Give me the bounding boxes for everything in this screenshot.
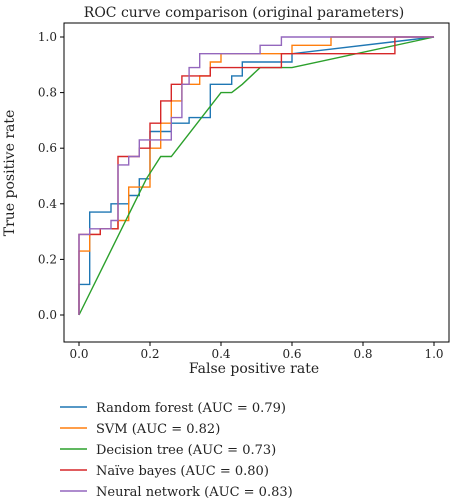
y-tick-label: 0.2 [38,252,57,266]
roc-curve-2 [78,36,435,316]
legend-entry: Decision tree (AUC = 0.73) [96,443,276,458]
curves-group [78,36,435,316]
x-tick-label: 0.8 [353,347,372,361]
chart-title: ROC curve comparison (original parameter… [84,5,404,21]
y-tick-label: 0.6 [38,141,57,155]
y-axis-label: True positive rate [2,110,18,237]
x-tick-label: 0.0 [69,347,88,361]
x-tick-label: 0.6 [282,347,301,361]
ticks-group: 0.0 0.2 0.4 0.6 0.8 1.0 0.0 0.2 0.4 0.6 0.8 1.0 [38,30,444,361]
plot-area-frame [63,22,450,343]
legend-entry: Random forest (AUC = 0.79) [96,401,286,416]
x-tick-label: 0.2 [140,347,159,361]
x-tick-label: 0.4 [211,347,230,361]
y-tick-label: 0.0 [38,308,57,322]
roc-curve-1 [78,36,434,315]
y-tick-label: 1.0 [38,30,57,44]
legend-entry: Neural network (AUC = 0.83) [96,485,293,500]
legend-entry: SVM (AUC = 0.82) [96,422,220,437]
roc-curve-0 [78,36,435,315]
x-tick-label: 1.0 [424,347,443,361]
roc-curve-3 [78,36,434,315]
y-tick-label: 0.8 [38,86,57,100]
legend-entry: Naïve bayes (AUC = 0.80) [96,464,269,479]
y-tick-label: 0.4 [38,197,57,211]
legend: Random forest (AUC = 0.79) SVM (AUC = 0.8… [60,401,293,500]
roc-curve-4 [78,36,434,315]
x-axis-label: False positive rate [189,361,319,377]
